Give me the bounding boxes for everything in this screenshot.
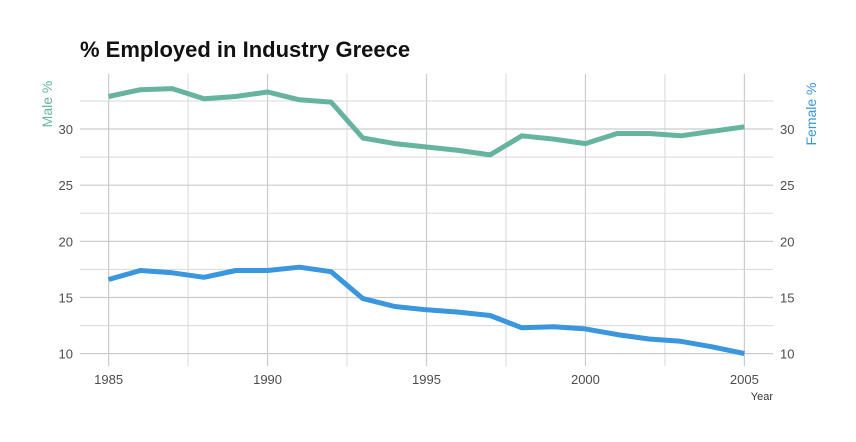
y-tick-label-right: 25 xyxy=(780,178,794,193)
y-tick-label-left: 10 xyxy=(59,347,73,362)
x-tick-label: 1995 xyxy=(412,372,441,387)
grid-lines xyxy=(80,74,773,366)
y-tick-label-left: 30 xyxy=(59,122,73,137)
x-tick-label: 2005 xyxy=(730,372,759,387)
x-axis-title: Year xyxy=(751,391,774,403)
y-tick-label-right: 30 xyxy=(780,122,794,137)
y-tick-label-right: 10 xyxy=(780,347,794,362)
y-tick-label-left: 20 xyxy=(59,234,73,249)
x-tick-label: 1990 xyxy=(253,372,282,387)
x-tick-label: 1985 xyxy=(94,372,123,387)
y-tick-label-right: 20 xyxy=(780,234,794,249)
series-lines xyxy=(107,86,745,357)
y-tick-label-right: 15 xyxy=(780,290,794,305)
y-axis-title-right: Female % xyxy=(803,82,819,145)
y-tick-label-left: 25 xyxy=(59,178,73,193)
x-tick-label: 2000 xyxy=(571,372,600,387)
series-line-female xyxy=(107,264,745,357)
series-line-male xyxy=(108,86,745,158)
y-axis-title-left: Male % xyxy=(39,81,55,128)
y-tick-label-left: 15 xyxy=(59,290,73,305)
chart-title: % Employed in Industry Greece xyxy=(80,37,410,62)
